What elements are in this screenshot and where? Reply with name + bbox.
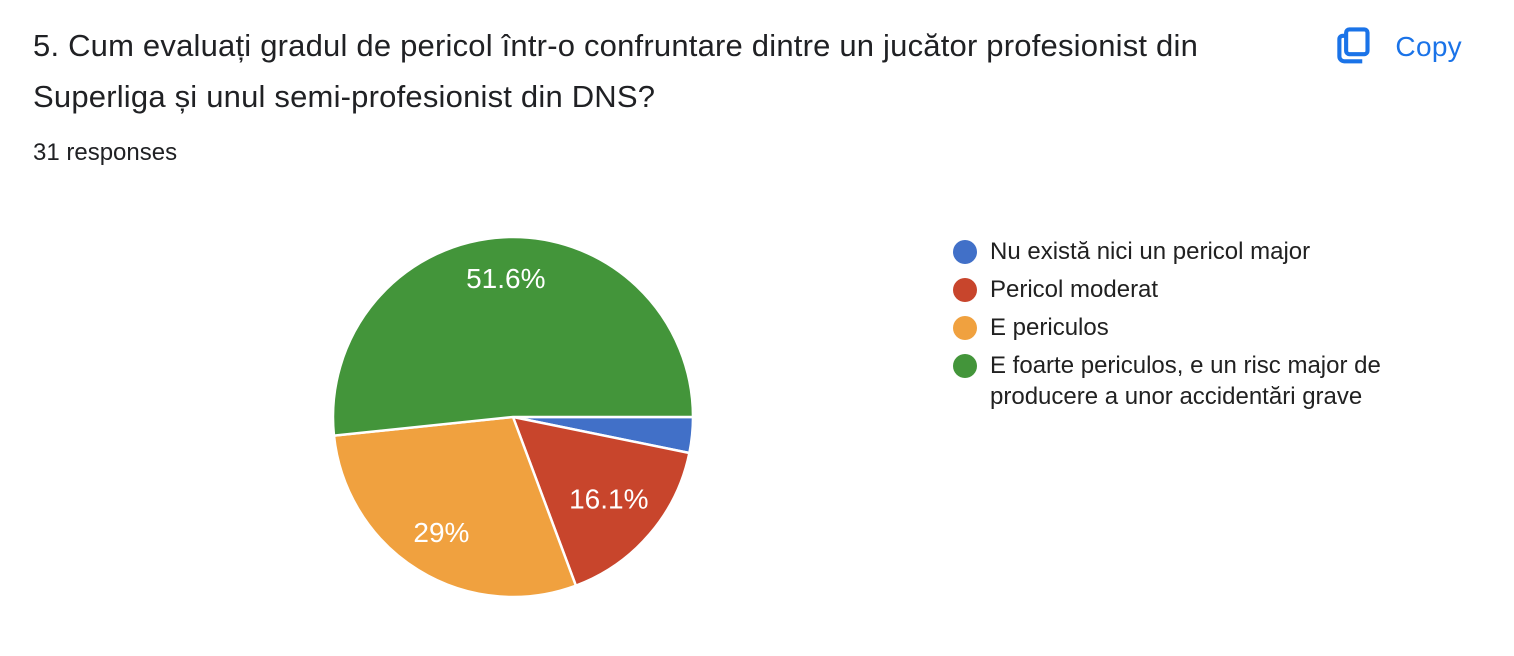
- legend-label-2: Pericol moderat: [990, 276, 1159, 303]
- legend-swatch-4: [953, 354, 977, 378]
- question-title-line-1: 5. Cum evaluați gradul de pericol într-o…: [33, 28, 1199, 63]
- pie-slice-label-3: 29%: [413, 517, 469, 548]
- copy-icon: [1330, 24, 1375, 70]
- legend-swatch-3: [953, 316, 977, 340]
- legend-label-4: E foarte periculos, e un risc major de pr…: [990, 352, 1381, 410]
- pie-slice-label-2: 16.1%: [569, 483, 648, 514]
- pie-slice-2[interactable]: [511, 415, 691, 587]
- chart-legend: Nu există nici un pericol major Pericol m…: [953, 236, 1398, 419]
- pie-slice-label-4: 51.6%: [466, 263, 545, 294]
- question-title-line-2: Superliga și unul semi-profesionist din …: [33, 79, 656, 114]
- pie-chart: 16.1% 29% 51.6%: [331, 235, 695, 599]
- pie-slice-3[interactable]: [332, 415, 578, 599]
- legend-item-1: Nu există nici un pericol major: [953, 236, 1398, 267]
- legend-swatch-1: [953, 240, 977, 264]
- legend-item-2: Pericol moderat: [953, 274, 1398, 305]
- legend-item-4: E foarte periculos, e un risc major de pr…: [953, 350, 1398, 412]
- legend-swatch-2: [953, 278, 977, 302]
- question-title: 5. Cum evaluați gradul de pericol într-o…: [33, 20, 1283, 122]
- legend-label-1: Nu există nici un pericol major: [990, 238, 1311, 265]
- copy-button-label: Copy: [1395, 31, 1462, 62]
- legend-label-3: E periculos: [990, 314, 1109, 341]
- response-count: 31 responses: [33, 139, 178, 166]
- pie-slice-4[interactable]: [331, 235, 695, 437]
- legend-item-3: E periculos: [953, 312, 1398, 343]
- copy-button[interactable]: Copy: [1328, 22, 1464, 72]
